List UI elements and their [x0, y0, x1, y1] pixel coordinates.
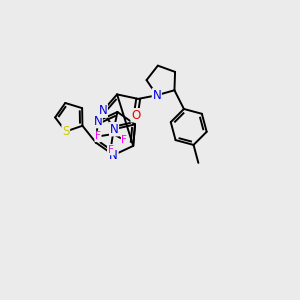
Text: N: N	[109, 148, 118, 161]
Text: S: S	[62, 125, 69, 138]
Text: N: N	[152, 89, 161, 102]
Text: N: N	[93, 115, 102, 128]
Text: F: F	[108, 145, 113, 154]
Text: N: N	[110, 123, 118, 136]
Text: N: N	[98, 104, 107, 117]
Text: O: O	[131, 109, 140, 122]
Text: F: F	[122, 135, 127, 145]
Text: F: F	[95, 131, 101, 141]
